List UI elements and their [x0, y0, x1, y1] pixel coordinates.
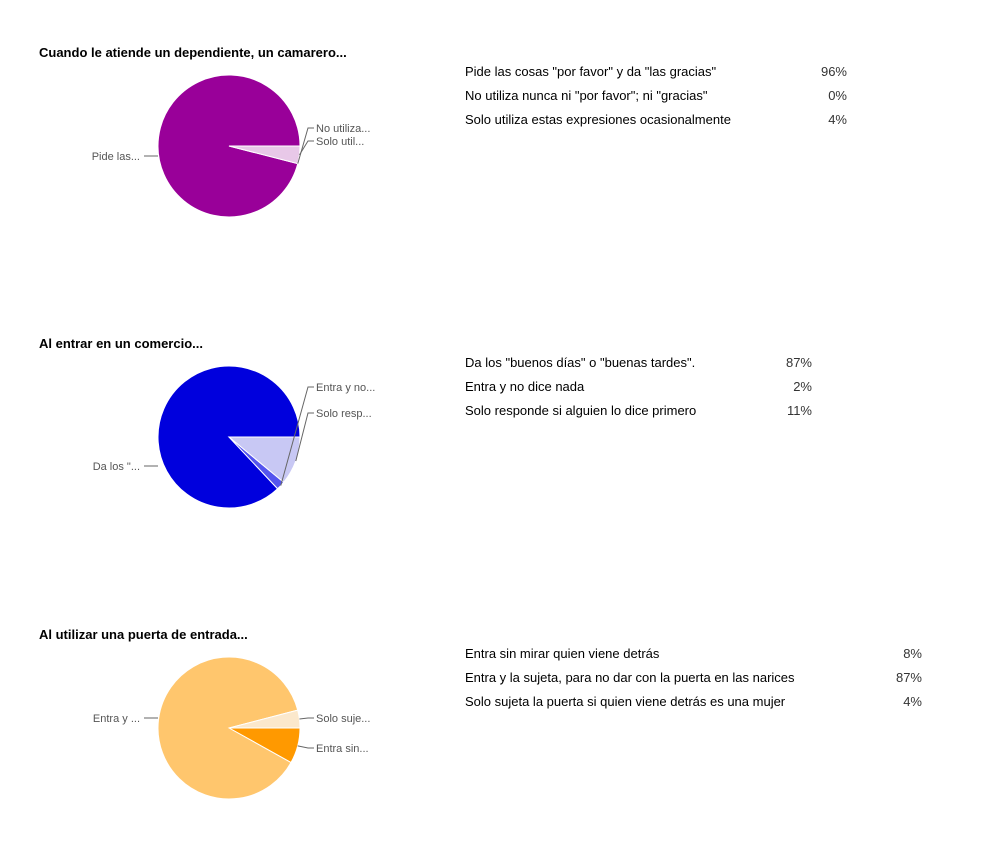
results-legend: Entra sin mirar quien viene detrás 8% En…	[465, 642, 922, 714]
answer-label: Entra y la sujeta, para no dar con la pu…	[465, 670, 795, 685]
slice-callout: Entra y no...	[280, 382, 375, 486]
answer-percent: 2%	[793, 379, 812, 394]
answer-percent: 11%	[786, 403, 812, 418]
callout-line	[297, 745, 314, 749]
results-legend: Da los "buenos días" o "buenas tardes". …	[465, 351, 812, 423]
callout-line	[299, 140, 314, 156]
pie-chart: Entra y ... Solo suje... Entra sin...	[93, 656, 370, 800]
callout-line	[299, 717, 314, 720]
slice-label: No utiliza...	[316, 123, 370, 135]
legend-row: Pide las cosas "por favor" y da "las gra…	[465, 60, 847, 84]
answer-label: Solo sujeta la puerta si quien viene det…	[465, 694, 786, 709]
slice-callout: Solo util...	[299, 136, 364, 156]
answer-percent: 0%	[828, 88, 847, 103]
legend-row: Solo utiliza estas expresiones ocasional…	[465, 108, 847, 132]
legend-row: Entra y no dice nada 2%	[465, 375, 812, 399]
slice-callout: Entra sin...	[297, 743, 369, 755]
answer-percent: 4%	[828, 112, 847, 127]
answer-label: Entra sin mirar quien viene detrás	[465, 646, 660, 661]
pie-chart: Pide las... No utiliza...Solo util...	[92, 74, 370, 218]
slice-label: Solo resp...	[316, 408, 372, 420]
legend-row: Entra y la sujeta, para no dar con la pu…	[465, 666, 922, 690]
question-title: Al entrar en un comercio...	[39, 336, 203, 351]
answer-percent: 96%	[820, 64, 847, 79]
answer-label: Entra y no dice nada	[465, 379, 585, 394]
slice-callout: Solo resp...	[295, 408, 372, 462]
slice-label: Entra sin...	[316, 743, 369, 755]
legend-row: Solo sujeta la puerta si quien viene det…	[465, 690, 922, 714]
slice-label: Solo util...	[316, 136, 364, 148]
slice-label: Solo suje...	[316, 713, 370, 725]
answer-percent: 4%	[903, 694, 922, 709]
slice-label: Entra y no...	[316, 382, 375, 394]
slice-callout: Da los "...	[93, 461, 158, 473]
legend-row: Solo responde si alguien lo dice primero…	[465, 399, 812, 423]
question-title: Cuando le atiende un dependiente, un cam…	[39, 45, 347, 60]
answer-label: Solo utiliza estas expresiones ocasional…	[465, 112, 731, 127]
slice-label: Da los "...	[93, 461, 140, 473]
answer-label: Pide las cosas "por favor" y da "las gra…	[465, 64, 717, 79]
answer-percent: 87%	[895, 670, 922, 685]
callout-line	[295, 412, 314, 462]
answer-label: Da los "buenos días" o "buenas tardes".	[465, 355, 696, 370]
pie-slice	[228, 709, 301, 729]
slice-callout: Pide las...	[92, 151, 158, 163]
legend-row: Da los "buenos días" o "buenas tardes". …	[465, 351, 812, 375]
slice-callout: Entra y ...	[93, 713, 158, 725]
slice-label: Pide las...	[92, 151, 140, 163]
answer-percent: 8%	[903, 646, 922, 661]
answer-percent: 87%	[785, 355, 812, 370]
results-legend: Pide las cosas "por favor" y da "las gra…	[465, 60, 847, 132]
slice-callout: Solo suje...	[299, 713, 370, 725]
pie-chart: Da los "... Entra y no... Solo resp...	[93, 365, 375, 509]
question-title: Al utilizar una puerta de entrada...	[39, 627, 248, 642]
legend-row: No utiliza nunca ni "por favor"; ni "gra…	[465, 84, 847, 108]
legend-row: Entra sin mirar quien viene detrás 8%	[465, 642, 922, 666]
pie-slice	[157, 656, 299, 800]
answer-label: Solo responde si alguien lo dice primero	[465, 403, 697, 418]
slice-label: Entra y ...	[93, 713, 140, 725]
callout-line	[280, 386, 314, 486]
answer-label: No utiliza nunca ni "por favor"; ni "gra…	[465, 88, 708, 103]
